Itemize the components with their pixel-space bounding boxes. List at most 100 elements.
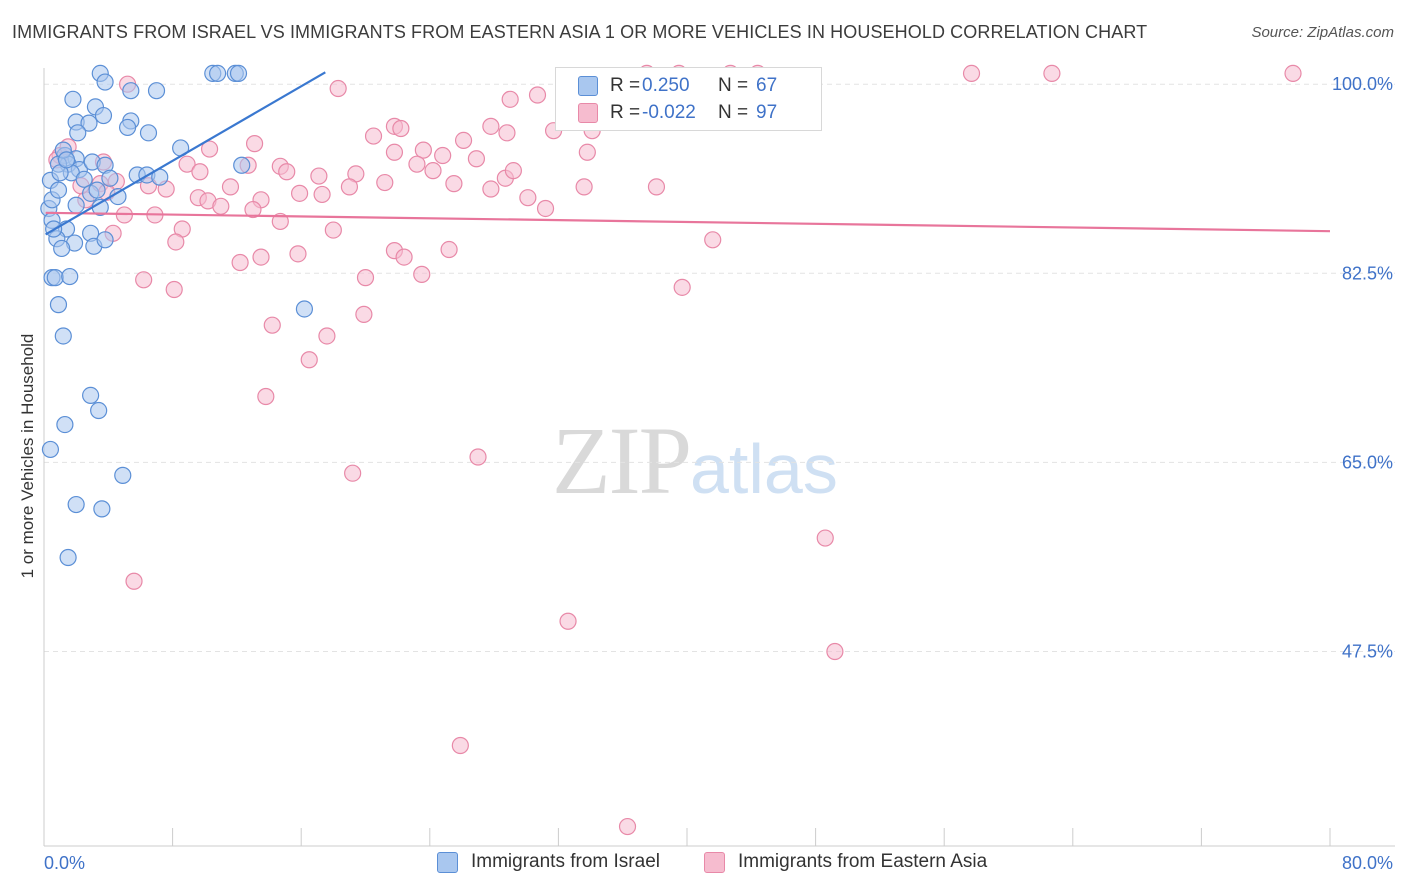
point-eastern-asia [575, 178, 593, 196]
point-eastern-asia [376, 173, 394, 192]
point-eastern-asia [395, 248, 413, 266]
point-eastern-asia [1043, 64, 1061, 83]
point-israel [96, 231, 114, 249]
r-label: R = [610, 102, 641, 123]
point-eastern-asia [313, 185, 331, 204]
point-eastern-asia [244, 200, 262, 219]
point-eastern-asia [289, 245, 307, 263]
point-eastern-asia [300, 351, 318, 369]
stats-row-israel: R = 0.250 N = 67 [578, 73, 777, 99]
point-israel [90, 401, 108, 420]
point-israel [82, 386, 100, 405]
point-eastern-asia [178, 155, 196, 173]
point-eastern-asia [440, 240, 458, 259]
point-israel [57, 151, 76, 169]
r-value: -0.022 [642, 102, 696, 123]
point-eastern-asia [501, 90, 519, 108]
point-eastern-asia [498, 124, 516, 142]
point-eastern-asia [135, 271, 153, 289]
y-tick-label: 82.5% [1342, 263, 1393, 283]
series-eastern-asia-points [48, 64, 1302, 836]
eastern-asia-swatch [704, 851, 725, 873]
point-israel [233, 156, 251, 174]
point-israel [80, 114, 98, 132]
r-label: R = [610, 75, 641, 96]
series-legend: Immigrants from Israel Immigrants from E… [0, 851, 1406, 877]
point-israel [75, 170, 93, 188]
point-eastern-asia [310, 167, 328, 185]
point-eastern-asia [704, 231, 722, 249]
point-israel [67, 196, 85, 214]
point-israel [41, 440, 60, 459]
point-eastern-asia [482, 180, 500, 198]
stats-row-eastern-asia: R = -0.022 N = 97 [578, 100, 777, 126]
point-eastern-asia [385, 143, 404, 161]
point-eastern-asia [167, 233, 185, 251]
point-israel [49, 181, 68, 199]
point-eastern-asia [200, 140, 219, 158]
point-eastern-asia [125, 572, 143, 590]
point-israel [101, 169, 119, 187]
n-value: 97 [756, 102, 778, 123]
x-tick-label: 0.0% [44, 853, 85, 873]
point-israel [49, 296, 68, 314]
point-eastern-asia [454, 131, 473, 149]
point-eastern-asia [165, 280, 183, 299]
watermark-atlas: atlas [690, 430, 838, 508]
point-israel [114, 466, 132, 484]
point-israel [93, 500, 111, 518]
n-value: 67 [756, 75, 778, 96]
y-tick-label: 47.5% [1342, 642, 1393, 662]
point-eastern-asia [252, 248, 270, 266]
point-eastern-asia [257, 387, 275, 406]
point-eastern-asia [245, 135, 264, 153]
point-eastern-asia [536, 199, 555, 218]
axes [43, 68, 1395, 847]
trendline-eastern-asia [45, 211, 1331, 233]
legend-item-israel[interactable]: Immigrants from Israel [437, 851, 660, 873]
point-israel [53, 239, 71, 258]
point-eastern-asia [271, 212, 289, 231]
point-eastern-asia [355, 305, 373, 323]
point-eastern-asia [1284, 64, 1302, 83]
watermark: ZIPatlas [552, 405, 838, 516]
stats-legend: R = 0.250 N = 67 R = -0.022 N = 97 [555, 67, 822, 131]
point-eastern-asia [445, 175, 463, 193]
r-value: 0.250 [642, 75, 690, 96]
point-eastern-asia [528, 86, 547, 104]
point-eastern-asia [392, 119, 410, 138]
point-israel [295, 300, 314, 318]
point-eastern-asia [221, 178, 240, 196]
point-eastern-asia [364, 127, 383, 145]
y-tick-label: 65.0% [1342, 452, 1393, 472]
point-eastern-asia [318, 327, 336, 345]
point-eastern-asia [816, 529, 834, 547]
point-eastern-asia [278, 163, 296, 181]
point-eastern-asia [356, 269, 375, 287]
point-israel [122, 82, 140, 100]
point-eastern-asia [469, 448, 487, 466]
point-israel [88, 181, 106, 199]
source-credit: Source: ZipAtlas.com [1251, 24, 1394, 41]
point-eastern-asia [340, 178, 359, 196]
point-eastern-asia [962, 64, 981, 83]
point-israel [54, 327, 72, 345]
watermark-zip: ZIP [552, 407, 692, 514]
israel-swatch [578, 76, 598, 96]
point-eastern-asia [191, 163, 209, 181]
legend-label: Immigrants from Israel [471, 851, 660, 872]
point-eastern-asia [618, 817, 637, 836]
trendlines [45, 71, 1331, 236]
israel-swatch [437, 851, 458, 873]
n-label: N = [718, 75, 749, 96]
point-eastern-asia [647, 178, 666, 196]
point-israel [139, 124, 158, 142]
y-tick-label: 100.0% [1332, 74, 1393, 94]
tick-labels: 100.0% 82.5% 65.0% 47.5% 0.0% 80.0% [44, 74, 1393, 873]
legend-item-eastern-asia[interactable]: Immigrants from Eastern Asia [704, 851, 987, 873]
point-eastern-asia [329, 79, 347, 98]
point-eastern-asia [344, 464, 362, 482]
point-israel [61, 267, 79, 286]
series-israel-points [40, 64, 314, 567]
